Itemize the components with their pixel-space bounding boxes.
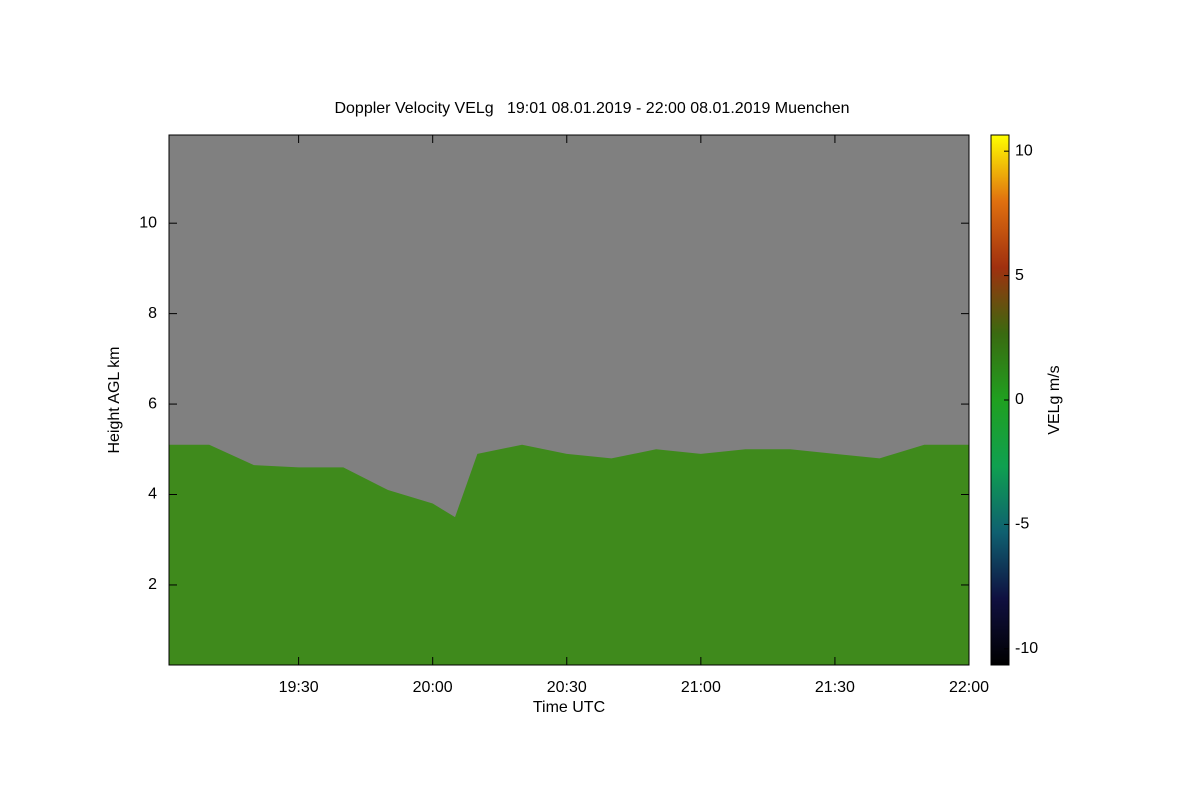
colorbar-tick-label: -5 [1015,516,1029,533]
x-tick-label: 21:00 [681,679,721,696]
plot-frame [168,134,970,666]
y-tick-label: 10 [139,214,157,231]
x-tick-label: 20:00 [413,679,453,696]
colorbar-tick-label: 0 [1015,391,1024,408]
x-tick-label: 19:30 [279,679,319,696]
colorbar-tick-label: 5 [1015,267,1024,284]
x-axis-label: Time UTC [533,699,605,716]
y-tick-label: 2 [148,576,157,593]
x-tick-label: 20:30 [547,679,587,696]
y-tick-label: 6 [148,395,157,412]
colorbar-tick-label: 10 [1015,142,1033,159]
chart-title: Doppler Velocity VELg 19:01 08.01.2019 -… [334,100,849,117]
colorbar-tick-label: -10 [1015,640,1038,657]
colorbar-label: VELg m/s [1046,365,1063,434]
y-tick-label: 8 [148,305,157,322]
y-tick-label: 4 [148,486,157,503]
x-tick-label: 22:00 [949,679,989,696]
x-tick-label: 21:30 [815,679,855,696]
y-axis-label: Height AGL km [106,346,123,453]
cloud-area [169,444,969,665]
